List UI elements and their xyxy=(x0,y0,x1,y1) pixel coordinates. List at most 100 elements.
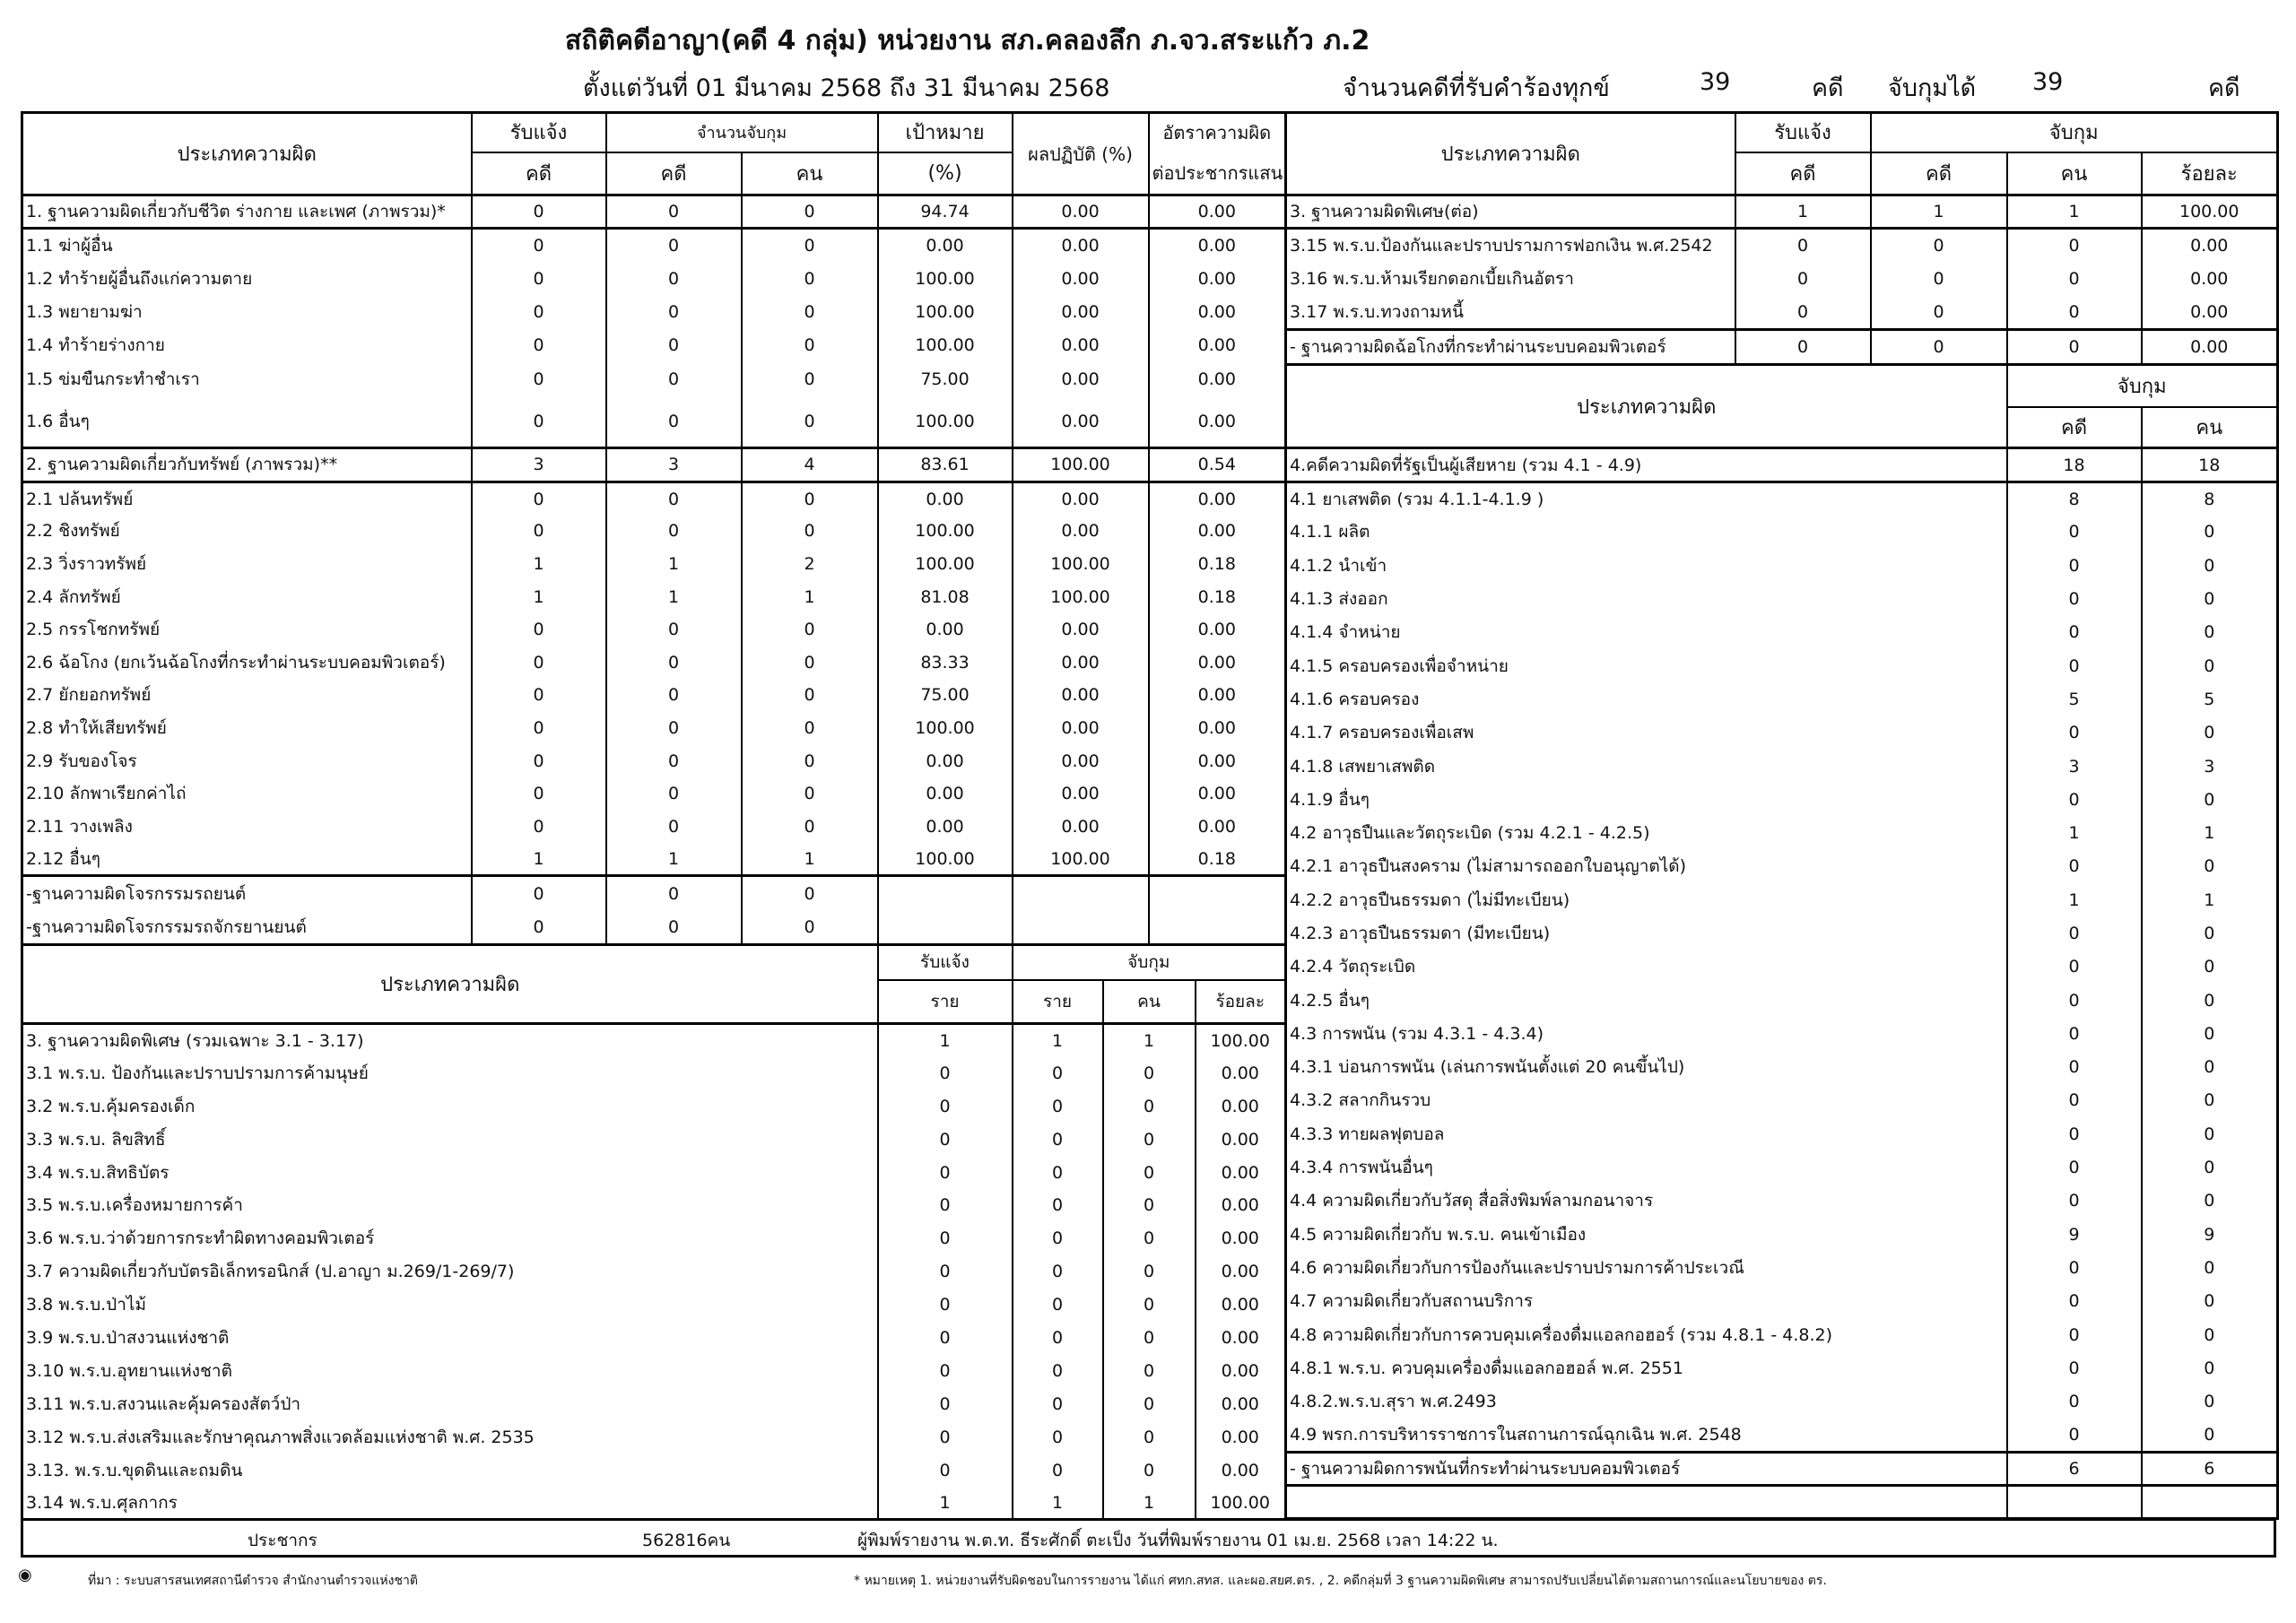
offense-label: -ฐานความผิดโจรกรรมรถจักรยานยนต์ xyxy=(21,910,473,945)
value-cell: 0.00 xyxy=(1011,612,1150,647)
value-cell: 0 xyxy=(1734,295,1872,330)
table-row: 4.4 ความผิดเกี่ยวกับวัสดุ สื่อสิ่งพิมพ์ล… xyxy=(1284,1184,2279,1219)
header-persons: คน xyxy=(2005,151,2143,196)
value-cell: 100.00 xyxy=(876,328,1013,363)
value-cell: 0.00 xyxy=(1194,1188,1287,1222)
value-cell: 0 xyxy=(2140,582,2279,616)
value-cell: 0 xyxy=(470,679,607,712)
offense-label: 2.9 รับของโจร xyxy=(21,744,473,777)
table-row: 4.1.9 อื่นๆ 0 0 xyxy=(1284,783,2279,817)
header-arrest-cases: คดี xyxy=(604,151,743,196)
header-percent: (%) xyxy=(876,151,1013,196)
value-cell: 0 xyxy=(2005,1150,2143,1185)
table-row: 4.1.2 นำเข้า 0 0 xyxy=(1284,549,2279,583)
value-cell: 0 xyxy=(2140,648,2279,683)
value-cell: 0 xyxy=(740,328,879,363)
value-cell: 0 xyxy=(1011,1321,1104,1355)
offense-label: 2.5 กรรโชกทรัพย์ xyxy=(21,612,473,647)
value-cell: 100.00 xyxy=(1011,547,1150,581)
table-row: 4.1 ยาเสพติด (รวม 4.1.1-4.1.9 ) 8 8 xyxy=(1284,480,2279,516)
value-cell: 0 xyxy=(1011,1156,1104,1189)
value-cell: 0.00 xyxy=(1011,744,1150,777)
value-cell: 1 xyxy=(470,547,607,581)
value-cell: 6 xyxy=(2140,1450,2279,1486)
header-cases: คดี xyxy=(2005,405,2143,449)
value-cell xyxy=(2140,1483,2279,1519)
table-row: 4.1.4 จำหน่าย 0 0 xyxy=(1284,615,2279,649)
offense-label: 2.12 อื่นๆ xyxy=(21,842,473,876)
header-persons: คน xyxy=(1101,978,1196,1025)
value-cell: 1 xyxy=(876,1022,1013,1057)
value-cell: 0 xyxy=(876,1056,1013,1090)
value-cell: 0 xyxy=(2140,1117,2279,1151)
value-cell: 0.00 xyxy=(2140,262,2279,296)
value-cell: 2 xyxy=(740,547,879,581)
value-cell: 0 xyxy=(470,711,607,745)
value-cell: 0 xyxy=(2005,1317,2143,1352)
value-cell: 0 xyxy=(470,874,607,911)
value-cell: 0 xyxy=(604,711,743,745)
value-cell: 0 xyxy=(2005,983,2143,1018)
offense-label: 1.5 ข่มขืนกระทำชำเรา xyxy=(21,362,473,396)
value-cell: 0 xyxy=(1011,1221,1104,1255)
value-cell: 0 xyxy=(876,1188,1013,1222)
value-cell: 0.00 xyxy=(1194,1420,1287,1454)
value-cell: 0 xyxy=(2140,1351,2279,1385)
value-cell: 0.00 xyxy=(876,480,1013,516)
value-cell: 0 xyxy=(604,395,743,448)
value-cell: 0 xyxy=(1011,1089,1104,1124)
header-arrest-cases: คดี xyxy=(1869,151,2008,196)
value-cell: 0 xyxy=(1011,1254,1104,1289)
table-row: -ฐานความผิดโจรกรรมรถยนต์ 0 0 0 xyxy=(21,874,1287,911)
value-cell: 0 xyxy=(2005,1418,2143,1453)
value-cell: 0 xyxy=(1869,227,2008,263)
offense-label: 3.6 พ.ร.บ.ว่าด้วยการกระทำผิดทางคอมพิวเตอ… xyxy=(21,1221,879,1255)
value-cell: 0 xyxy=(1011,1288,1104,1322)
offense-label: 4.8.2.พ.ร.บ.สุรา พ.ศ.2493 xyxy=(1284,1384,2008,1419)
value-cell: 0 xyxy=(2005,549,2143,583)
header-target: เป้าหมาย xyxy=(876,111,1013,153)
table-row: 4.1.1 ผลิต 0 0 xyxy=(1284,515,2279,550)
header-cases: คดี xyxy=(1734,151,1872,196)
table-row: - ฐานความผิดการพนันที่กระทำผ่านระบบคอมพิ… xyxy=(1284,1450,2279,1486)
value-cell: 0 xyxy=(1101,1321,1196,1355)
value-cell: 0 xyxy=(2005,615,2143,649)
value-cell: 100.00 xyxy=(1011,580,1150,613)
offense-label: 4.2.4 วัตถุระเบิด xyxy=(1284,950,2008,984)
value-cell: 0 xyxy=(604,810,743,843)
offense-label: 2.4 ลักทรัพย์ xyxy=(21,580,473,613)
table-row: 2. ฐานความผิดเกี่ยวกับทรัพย์ (ภาพรวม)** 3… xyxy=(21,446,1287,482)
value-cell: 0 xyxy=(876,1387,1013,1421)
value-cell: 0 xyxy=(2005,295,2143,330)
value-cell: 0 xyxy=(2005,783,2143,817)
offense-label: 4.8 ความผิดเกี่ยวกับการควบคุมเครื่องดื่ม… xyxy=(1284,1317,2008,1352)
header-arrest-count: จำนวนจับกุม xyxy=(604,111,879,153)
offense-label: 3.10 พ.ร.บ.อุทยานแห่งชาติ xyxy=(21,1354,879,1388)
offense-label: 4.5 ความผิดเกี่ยวกับ พ.ร.บ. คนเข้าเมือง xyxy=(1284,1218,2008,1252)
value-cell: 1 xyxy=(1101,1486,1196,1520)
value-cell: 100.00 xyxy=(876,395,1013,448)
offense-label: 4.3.1 บ่อนการพนัน (เล่นการพนันตั้งแต่ 20… xyxy=(1284,1050,2008,1084)
value-cell: 0 xyxy=(470,395,607,448)
value-cell: 0 xyxy=(470,261,607,296)
value-cell: 0.00 xyxy=(1147,744,1287,777)
offense-label: 3.12 พ.ร.บ.ส่งเสริมและรักษาคุณภาพสิ่งแวด… xyxy=(21,1420,879,1454)
header-arrest: จับกุม xyxy=(1869,111,2279,153)
value-cell: 1 xyxy=(1101,1022,1196,1057)
value-cell: 0 xyxy=(1101,1188,1196,1222)
value-cell xyxy=(2005,1483,2143,1519)
value-cell: 0 xyxy=(604,777,743,811)
value-cell: 0 xyxy=(1101,1420,1196,1454)
value-cell: 100.00 xyxy=(876,711,1013,745)
value-cell: 1 xyxy=(1734,194,1872,229)
value-cell: 100.00 xyxy=(2140,194,2279,229)
offense-label: 2.11 วางเพลิง xyxy=(21,810,473,843)
offense-label: 2.7 ยักยอกทรัพย์ xyxy=(21,679,473,712)
value-cell: 0 xyxy=(740,646,879,680)
offense-label: 2. ฐานความผิดเกี่ยวกับทรัพย์ (ภาพรวม)** xyxy=(21,446,473,482)
value-cell: 0.54 xyxy=(1147,446,1287,482)
value-cell: 0 xyxy=(2005,950,2143,984)
offense-label: - ฐานความผิดการพนันที่กระทำผ่านระบบคอมพิ… xyxy=(1284,1450,2008,1486)
offense-label: 1.2 ทำร้ายผู้อื่นถึงแก่ความตาย xyxy=(21,261,473,296)
value-cell: 0.00 xyxy=(2140,227,2279,263)
